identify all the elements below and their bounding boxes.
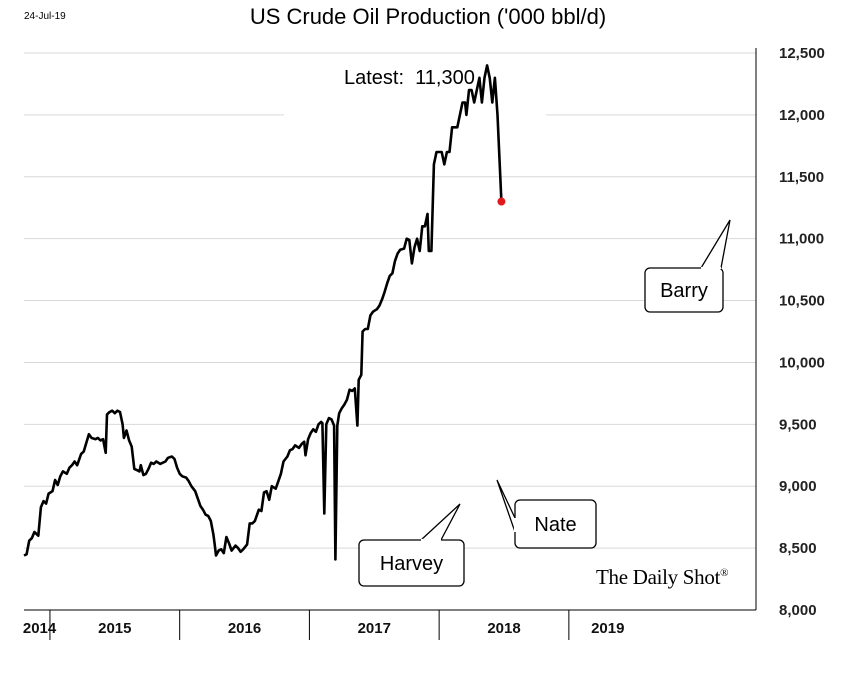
series-lines [23,64,506,561]
chart-title: US Crude Oil Production ('000 bbl/d) [249,4,607,29]
latest-value-note: Latest: 11,300 [344,67,475,90]
latest-data-point [497,197,506,206]
callout-box [358,539,465,587]
y-tick-label: 12,000 [779,107,825,124]
y-tick-label: 9,000 [779,478,817,495]
x-tick-label: 2015 [98,620,131,637]
x-tick-label: 2014 [23,620,57,637]
y-tick-label: 9,500 [779,416,817,433]
latest-label: Latest: [344,67,405,89]
y-tick-label: 8,000 [779,602,817,619]
latest-label-backdrop [284,108,546,128]
x-tick-label: 2018 [487,620,520,637]
callout-label: Harvey [380,553,443,575]
x-tick-label: 2017 [358,620,391,637]
y-tick-label: 12,500 [779,45,825,62]
y-tick-label: 11,500 [779,169,824,186]
annotations: Harvey Nate Barry [358,219,731,587]
x-tick-label: 2016 [228,620,261,637]
callout-box [644,267,724,313]
brand-logo: The Daily Shot® [596,565,728,590]
brand-mark: ® [720,567,729,579]
y-tick-label: 8,500 [779,540,817,557]
y-tick-label: 11,000 [779,231,824,248]
brand-name: The Daily Shot [596,565,721,589]
callout-pointer [420,503,461,541]
y-tick-label: 10,500 [779,293,825,310]
chart-date: 24-Jul-19 [24,11,66,22]
x-axis: 2014 2015 2016 2017 2018 2019 [23,48,757,640]
callout-pointer [700,219,731,269]
y-axis-ticks: 8,000 8,500 9,000 9,500 10,000 10,500 11,000 11… [779,45,825,619]
callout-pointer [496,479,516,533]
callout-label: Barry [660,280,708,302]
callout-label: Nate [534,514,576,536]
grid-lines [24,52,756,549]
series-line [23,64,503,561]
x-tick-label: 2019 [591,620,624,637]
y-tick-label: 10,000 [779,354,825,371]
latest-value: 11,300 [415,67,475,89]
